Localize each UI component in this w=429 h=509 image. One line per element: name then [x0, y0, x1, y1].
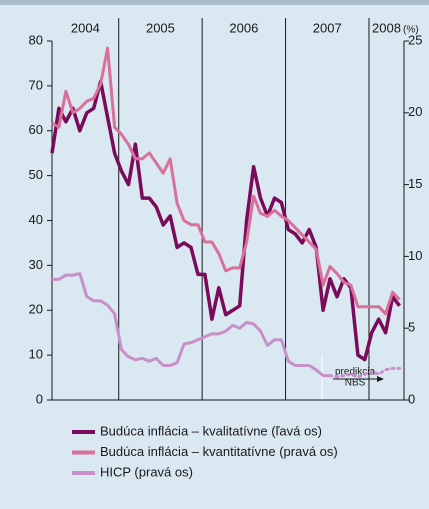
y-tick-label: 40: [29, 212, 43, 227]
x-tick-label: 2007: [313, 20, 342, 35]
series-line: [51, 46, 401, 316]
y-tick-label: 20: [29, 302, 43, 317]
y2-tick-label: 5: [408, 320, 415, 335]
y-tick-label: 50: [29, 167, 43, 182]
y-tick-label: 30: [29, 257, 43, 272]
y2-tick-label: 15: [408, 176, 422, 191]
top-band: [0, 0, 429, 5]
y2-tick-label: 25: [408, 32, 422, 47]
y-tick-label: 80: [29, 32, 43, 47]
legend-label: HICP (pravá os): [100, 464, 193, 479]
y2-tick-label: 10: [408, 248, 422, 263]
x-tick-label: 2008: [372, 20, 401, 35]
x-tick-label: 2005: [146, 20, 175, 35]
annotation: predikcia: [335, 367, 375, 378]
legend-label: Budúca inflácia – kvalitatívne (ľavá os): [100, 423, 322, 438]
y-tick-label: 70: [29, 77, 43, 92]
y-tick-label: 0: [36, 391, 43, 406]
legend-label: Budúca inflácia – kvantitatívne (pravá o…: [100, 444, 338, 459]
y-tick-label: 10: [29, 347, 43, 362]
series-line: [50, 79, 401, 362]
annotation: NBS: [345, 378, 366, 389]
x-tick-label: 2006: [229, 20, 258, 35]
series-line: [52, 272, 330, 378]
y2-axis-label: (%): [403, 25, 419, 36]
annotation-arrowhead: [377, 376, 384, 382]
series-line: [328, 366, 402, 379]
x-tick-label: 2004: [71, 20, 100, 35]
y-tick-label: 60: [29, 122, 43, 137]
y2-tick-label: 20: [408, 104, 422, 119]
y2-tick-label: 0: [408, 391, 415, 406]
